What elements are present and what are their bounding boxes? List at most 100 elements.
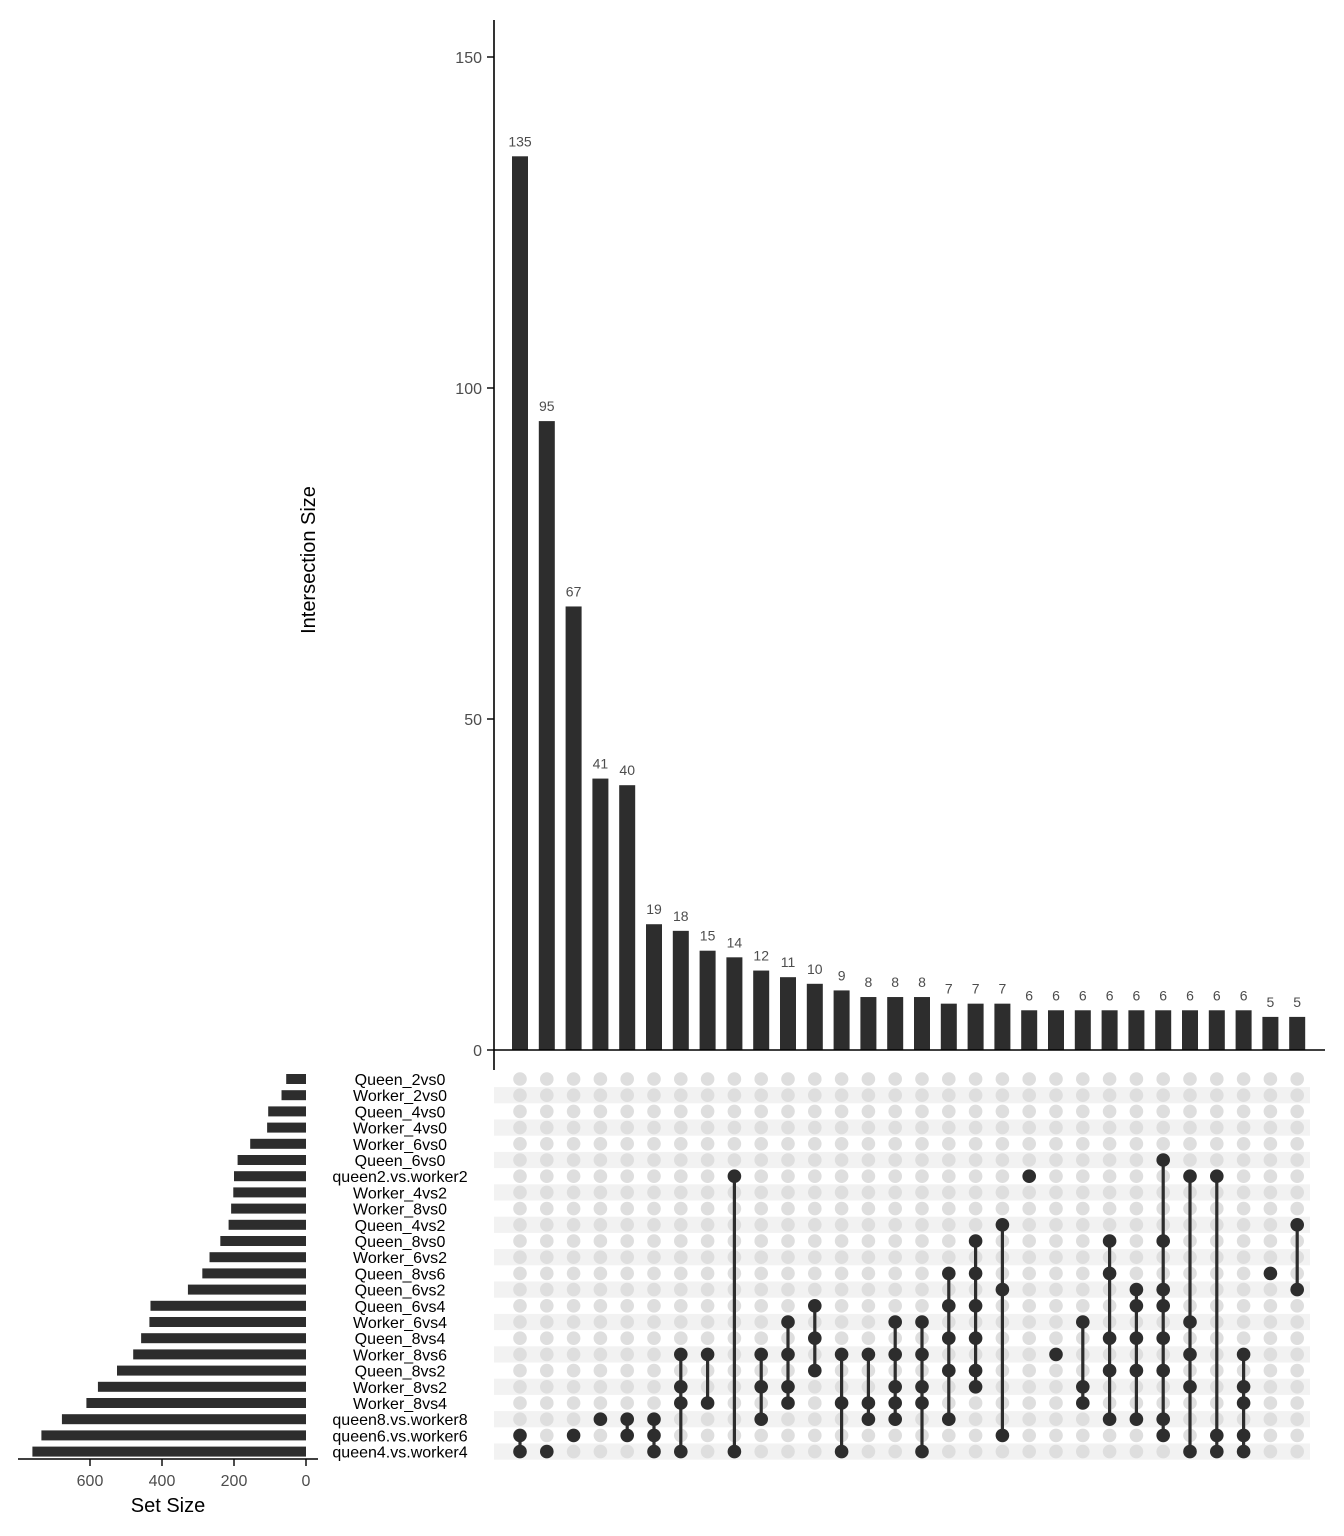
matrix-dot-inactive <box>593 1282 608 1297</box>
matrix-dot-inactive <box>808 1380 822 1394</box>
intersection-bar <box>1289 1016 1306 1050</box>
matrix-dot-inactive <box>1263 1120 1278 1135</box>
matrix-dot-inactive <box>1236 1185 1251 1200</box>
matrix-dot-inactive <box>1290 1137 1304 1151</box>
matrix-dot-inactive <box>942 1088 956 1102</box>
set-name-label: Queen_6vs0 <box>355 1153 446 1170</box>
intersection-bar <box>806 983 823 1050</box>
matrix-dot-active <box>781 1396 795 1410</box>
intersection-value-label: 18 <box>673 908 689 924</box>
matrix-dot-inactive <box>513 1104 527 1119</box>
matrix-dot-active <box>915 1396 929 1410</box>
matrix-dot-inactive <box>540 1347 554 1362</box>
matrix-dot-inactive <box>1022 1363 1036 1378</box>
matrix-dot-inactive <box>781 1218 795 1232</box>
matrix-dot-inactive <box>1022 1315 1036 1329</box>
matrix-dot-inactive <box>754 1072 768 1086</box>
matrix-dot-active <box>942 1331 956 1345</box>
matrix-dot-inactive <box>888 1250 902 1264</box>
matrix-dot-active <box>915 1380 929 1394</box>
matrix-dot-inactive <box>861 1088 876 1102</box>
matrix-dot-inactive <box>513 1185 527 1200</box>
matrix-dot-inactive <box>1102 1104 1117 1119</box>
matrix-dot-active <box>647 1428 661 1443</box>
intersection-value-label: 6 <box>1052 987 1060 1003</box>
matrix-dot-inactive <box>1263 1299 1278 1313</box>
matrix-dot-inactive <box>540 1185 554 1200</box>
matrix-dot-inactive <box>1263 1169 1278 1183</box>
matrix-dot-inactive <box>861 1201 876 1216</box>
intersection-value-label: 12 <box>753 948 769 964</box>
matrix-dot-active <box>915 1315 929 1329</box>
set-size-bar <box>97 1381 306 1392</box>
set-size-bar <box>141 1333 306 1344</box>
matrix-dot-active <box>942 1412 956 1426</box>
set-name-label: Queen_2vs0 <box>355 1072 446 1089</box>
matrix-dot-inactive <box>1022 1347 1036 1362</box>
matrix-dot-inactive <box>620 1331 634 1345</box>
matrix-dot-active <box>1022 1169 1036 1183</box>
matrix-dot-inactive <box>647 1088 661 1102</box>
matrix-dot-inactive <box>566 1363 581 1378</box>
matrix-dot-inactive <box>942 1120 956 1135</box>
intersection-bar <box>994 1003 1011 1050</box>
matrix-dot-inactive <box>593 1380 608 1394</box>
matrix-dot-inactive <box>1076 1266 1090 1281</box>
matrix-dot-inactive <box>1129 1266 1144 1281</box>
matrix-dot-inactive <box>1236 1282 1251 1297</box>
set-size-bar <box>61 1414 306 1425</box>
matrix-dot-inactive <box>1049 1266 1063 1281</box>
set-size-tick-label: 200 <box>221 1473 248 1490</box>
matrix-dot-inactive <box>700 1315 715 1329</box>
matrix-dot-inactive <box>566 1331 581 1345</box>
matrix-dot-inactive <box>861 1153 876 1167</box>
intersection-value-label: 135 <box>508 133 532 149</box>
matrix-dot-inactive <box>1263 1444 1278 1459</box>
set-size-axis-title: Set Size <box>131 1495 205 1517</box>
matrix-dot-inactive <box>915 1282 929 1297</box>
matrix-dot-inactive <box>834 1153 849 1167</box>
matrix-dot-inactive <box>1129 1072 1144 1086</box>
matrix-dot-active <box>566 1428 581 1443</box>
matrix-dot-inactive <box>674 1331 688 1345</box>
matrix-dot-inactive <box>1102 1428 1117 1443</box>
matrix-dot-inactive <box>915 1218 929 1232</box>
matrix-dot-inactive <box>513 1201 527 1216</box>
matrix-dot-inactive <box>888 1185 902 1200</box>
matrix-dot-inactive <box>513 1299 527 1313</box>
matrix-dot-active <box>942 1266 956 1281</box>
matrix-dot-inactive <box>754 1088 768 1102</box>
matrix-dot-inactive <box>1290 1444 1304 1459</box>
matrix-dot-inactive <box>1263 1201 1278 1216</box>
matrix-dot-active <box>674 1380 688 1394</box>
matrix-dot-inactive <box>700 1250 715 1264</box>
matrix-dot-inactive <box>754 1137 768 1151</box>
matrix-dot-inactive <box>1263 1250 1278 1264</box>
set-name-label: queen8.vs.worker8 <box>332 1412 467 1429</box>
matrix-dot-inactive <box>647 1234 661 1248</box>
matrix-dot-active <box>834 1444 849 1459</box>
matrix-dot-inactive <box>566 1137 581 1151</box>
matrix-dot-inactive <box>1022 1282 1036 1297</box>
matrix-dot-inactive <box>1049 1396 1063 1410</box>
intersection-value-label: 6 <box>1186 987 1194 1003</box>
matrix-dot-inactive <box>888 1137 902 1151</box>
intersection-y-tick-label: 100 <box>455 381 482 398</box>
matrix-dot-inactive <box>540 1380 554 1394</box>
matrix-dot-inactive <box>834 1282 849 1297</box>
matrix-dot-inactive <box>808 1137 822 1151</box>
matrix-dot-active <box>727 1169 742 1183</box>
matrix-dot-inactive <box>700 1169 715 1183</box>
matrix-dot-inactive <box>834 1299 849 1313</box>
matrix-dot-inactive <box>1290 1396 1304 1410</box>
matrix-dot-inactive <box>1156 1104 1170 1119</box>
matrix-dot-active <box>1156 1234 1170 1248</box>
matrix-dot-active <box>1156 1282 1170 1297</box>
matrix-dot-inactive <box>1102 1201 1117 1216</box>
matrix-dot-inactive <box>808 1282 822 1297</box>
matrix-dot-inactive <box>1183 1072 1197 1086</box>
intersection-bar <box>646 924 662 1050</box>
matrix-dot-inactive <box>942 1234 956 1248</box>
matrix-dot-inactive <box>1290 1120 1304 1135</box>
matrix-dot-inactive <box>593 1299 608 1313</box>
